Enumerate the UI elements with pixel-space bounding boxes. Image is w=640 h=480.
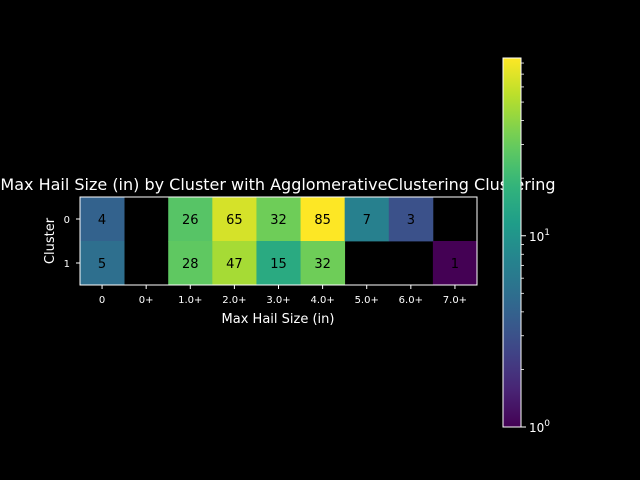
cell-value-label: 47 <box>226 257 243 272</box>
y-tick-label: 1 <box>64 259 70 270</box>
cell-value-label: 26 <box>182 213 199 228</box>
cell-value-label: 3 <box>407 213 415 228</box>
cell-value-label: 85 <box>314 213 331 228</box>
x-tick-label: 4.0+ <box>310 295 334 306</box>
x-axis: 0 0+ 1.0+ 2.0+ 3.0+ 4.0+ 5.0+ 6.0+ 7.0+ <box>99 285 467 306</box>
cell-value-label: 32 <box>270 213 287 228</box>
y-axis: 01 <box>64 215 80 270</box>
x-tick-label: 6.0+ <box>399 295 423 306</box>
heatmap-cell <box>388 197 434 242</box>
cell-value-label: 5 <box>98 257 106 272</box>
heatmap-cell <box>168 197 213 242</box>
x-tick-label: 0 <box>99 295 105 306</box>
heatmap-cell <box>344 197 390 242</box>
cell-value-label: 65 <box>226 213 243 228</box>
heatmap-cell <box>168 241 213 286</box>
colorbar-gradient <box>503 58 521 427</box>
heatmap-cell <box>300 197 346 242</box>
cell-value-label: 7 <box>363 213 371 228</box>
cell-value-label: 15 <box>270 257 287 272</box>
heatmap-cell <box>80 241 125 286</box>
x-tick-label: 3.0+ <box>266 295 290 306</box>
heatmap-cell <box>300 241 346 286</box>
y-axis-label: Cluster <box>43 217 58 264</box>
cell-value-label: 28 <box>182 257 199 272</box>
heatmap-cells <box>80 197 478 286</box>
heatmap-cell-labels: 4 26 65 32 85 7 3 5 28 47 15 32 1 <box>98 213 459 272</box>
chart-title: Max Hail Size (in) by Cluster with Agglo… <box>0 175 555 194</box>
cell-value-label: 32 <box>314 257 331 272</box>
heatmap-cell <box>80 197 125 242</box>
colorbar-frame <box>502 57 522 428</box>
x-tick-label: 5.0+ <box>355 295 379 306</box>
heatmap-cell <box>212 197 257 242</box>
x-axis-label: Max Hail Size (in) <box>222 312 335 327</box>
cell-value-label: 1 <box>451 257 459 272</box>
x-tick-label: 2.0+ <box>222 295 246 306</box>
x-tick-label: 0+ <box>139 295 154 306</box>
cell-value-label: 4 <box>98 213 106 228</box>
y-tick-label: 0 <box>64 215 70 226</box>
x-tick-label: 1.0+ <box>178 295 202 306</box>
heatmap-cell <box>212 241 257 286</box>
heatmap-cell <box>256 241 301 286</box>
heatmap-cell <box>432 241 478 286</box>
x-tick-label: 7.0+ <box>443 295 467 306</box>
heatmap-cell <box>256 197 301 242</box>
